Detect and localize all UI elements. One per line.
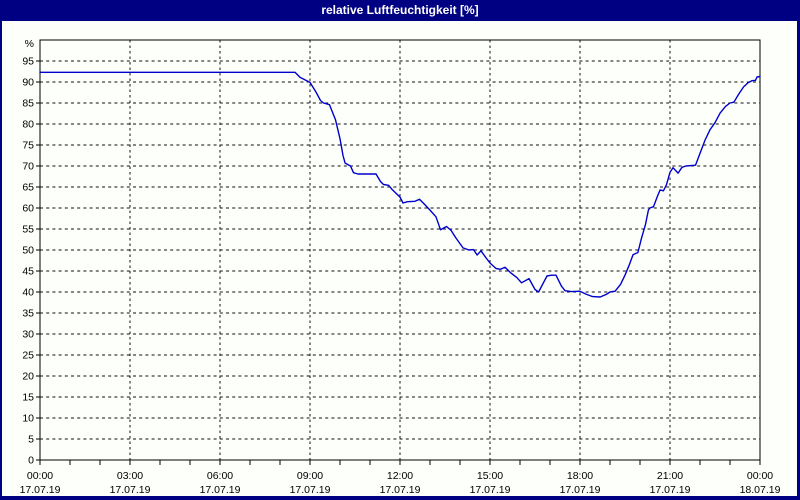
chart-title: relative Luftfeuchtigkeit [%] <box>321 3 479 17</box>
chart-area <box>2 21 797 496</box>
title-bar: relative Luftfeuchtigkeit [%] <box>0 0 800 21</box>
